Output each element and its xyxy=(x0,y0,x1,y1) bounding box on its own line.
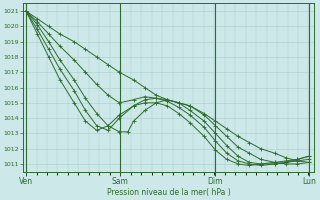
X-axis label: Pression niveau de la mer( hPa ): Pression niveau de la mer( hPa ) xyxy=(107,188,231,197)
